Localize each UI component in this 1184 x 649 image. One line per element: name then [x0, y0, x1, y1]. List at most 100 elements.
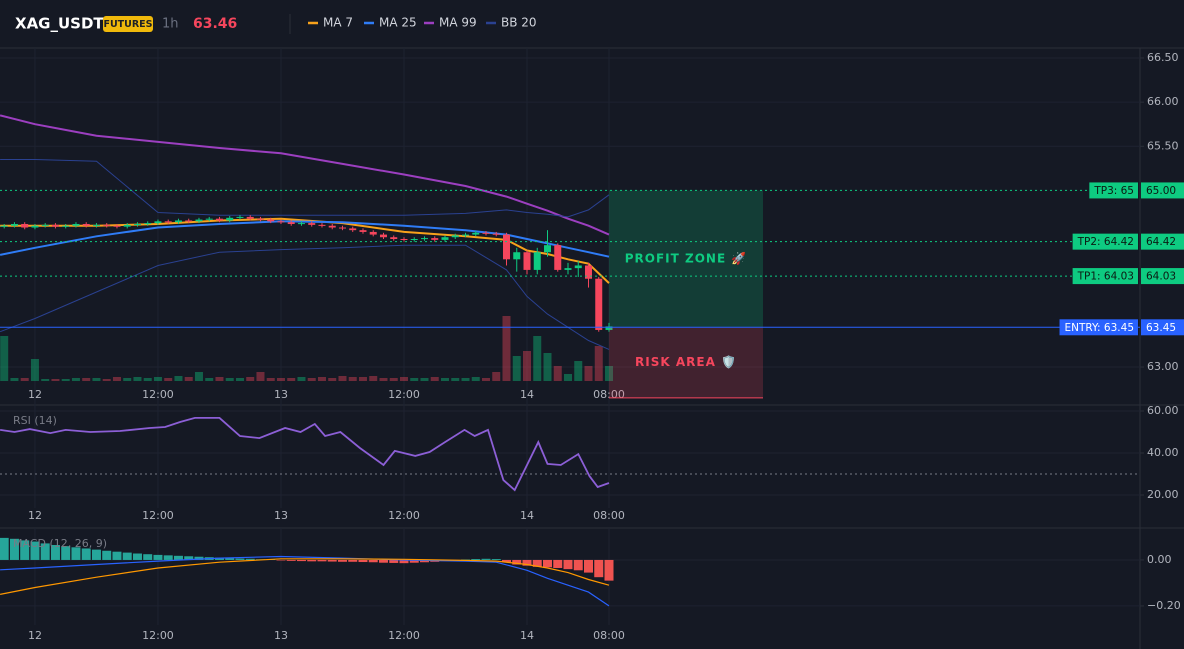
panel-title: RSI (14) — [13, 414, 57, 427]
volume-bar — [502, 316, 511, 381]
x-tick-label: 12:00 — [388, 388, 420, 401]
candle-body — [441, 237, 449, 240]
histogram-bar — [389, 559, 399, 563]
macd-line — [0, 555, 610, 607]
histogram-bar — [132, 553, 142, 560]
candle-body — [420, 238, 428, 240]
x-tick-label: 13 — [274, 509, 288, 522]
price-tag-bg — [1141, 319, 1184, 336]
symbol[interactable]: XAG_USDT — [15, 15, 104, 33]
histogram-bar — [368, 559, 378, 563]
level-tag: TP1: 64.03 — [1077, 271, 1134, 283]
histogram-bar — [327, 559, 337, 562]
zone — [609, 190, 764, 328]
candle-body — [554, 245, 562, 270]
volume-bar — [543, 353, 552, 381]
candle-body — [605, 326, 613, 330]
x-tick-label: 12:00 — [142, 629, 174, 642]
x-tick-label: 14 — [520, 629, 534, 642]
legend-label: MA 7 — [323, 16, 353, 30]
rsi-line — [0, 417, 610, 492]
x-tick-label: 14 — [520, 509, 534, 522]
histogram-bar — [481, 558, 491, 560]
histogram-bar — [532, 559, 542, 567]
y-tick-label: −0.20 — [1147, 599, 1181, 612]
volume-bar — [440, 378, 449, 381]
volume-bar — [512, 356, 521, 381]
histogram-bar — [522, 559, 532, 566]
volume-bar — [92, 378, 101, 381]
candle-body — [472, 232, 480, 235]
volume-bar — [143, 378, 152, 381]
x-tick-label: 14 — [520, 388, 534, 401]
candle-body — [431, 238, 439, 240]
price-tag: 65.00 — [1146, 185, 1176, 197]
volume-bar — [205, 378, 214, 381]
candle-body — [461, 234, 469, 236]
volume-bar — [461, 378, 470, 381]
histogram-bar — [225, 558, 235, 560]
level-tag-bg — [1089, 182, 1138, 199]
histogram-bar — [542, 559, 552, 568]
candle-body — [123, 224, 131, 227]
volume-bar — [410, 378, 419, 381]
x-tick-label: 12 — [28, 388, 42, 401]
candle-body — [451, 235, 459, 238]
histogram-bar — [235, 558, 245, 560]
volume-bar — [297, 377, 306, 381]
histogram-bar — [30, 541, 40, 560]
candle-body — [482, 232, 490, 234]
x-tick-label: 12:00 — [142, 388, 174, 401]
histogram-bar — [604, 559, 614, 581]
volume-bar — [51, 379, 60, 381]
candle-body — [502, 234, 510, 260]
y-tick-label: 66.00 — [1147, 95, 1179, 108]
candle-body — [369, 231, 377, 235]
candle-body — [256, 218, 264, 220]
volume-bar — [10, 378, 19, 381]
histogram-bar — [584, 559, 594, 573]
candle-body — [400, 238, 408, 240]
candle-body — [62, 225, 70, 227]
y-tick-label: 40.00 — [1147, 446, 1179, 459]
volume-bar — [20, 378, 29, 381]
histogram-bar — [317, 559, 327, 562]
candle-body — [513, 252, 521, 260]
histogram-bar — [296, 559, 306, 562]
badge: FUTURES — [103, 19, 152, 30]
histogram-bar — [153, 554, 163, 560]
candle-body — [523, 252, 531, 270]
volume-bar — [82, 378, 91, 381]
candle-body — [195, 219, 203, 222]
candle-body — [21, 223, 29, 228]
candle-body — [41, 224, 49, 226]
volume-bar — [553, 366, 562, 381]
histogram-bar — [0, 537, 9, 560]
histogram-bar — [214, 557, 224, 560]
histogram-bar — [163, 555, 173, 560]
candle-body — [267, 219, 275, 222]
candle-body — [595, 278, 603, 330]
level-tag-bg — [1072, 233, 1138, 250]
bb-upper — [0, 159, 610, 218]
volume-bar — [287, 378, 296, 381]
candle-body — [31, 225, 39, 228]
volume-bar — [102, 379, 111, 381]
y-tick-label: 20.00 — [1147, 488, 1179, 501]
volume-bar — [41, 379, 50, 381]
volume-bar — [0, 336, 9, 381]
y-tick-label: 60.00 — [1147, 404, 1179, 417]
histogram-bar — [40, 543, 50, 560]
histogram-bar — [91, 549, 101, 560]
x-tick-label: 12:00 — [388, 509, 420, 522]
x-tick-label: 12:00 — [388, 629, 420, 642]
volume-bar — [30, 359, 39, 381]
candle-body — [144, 223, 152, 225]
histogram-bar — [143, 554, 153, 560]
histogram-bar — [71, 547, 81, 560]
interval[interactable]: 1h — [162, 17, 179, 32]
volume-bar — [605, 366, 614, 381]
candle-body — [338, 227, 346, 229]
volume-bar — [328, 378, 337, 381]
legend-label: MA 25 — [379, 16, 417, 30]
